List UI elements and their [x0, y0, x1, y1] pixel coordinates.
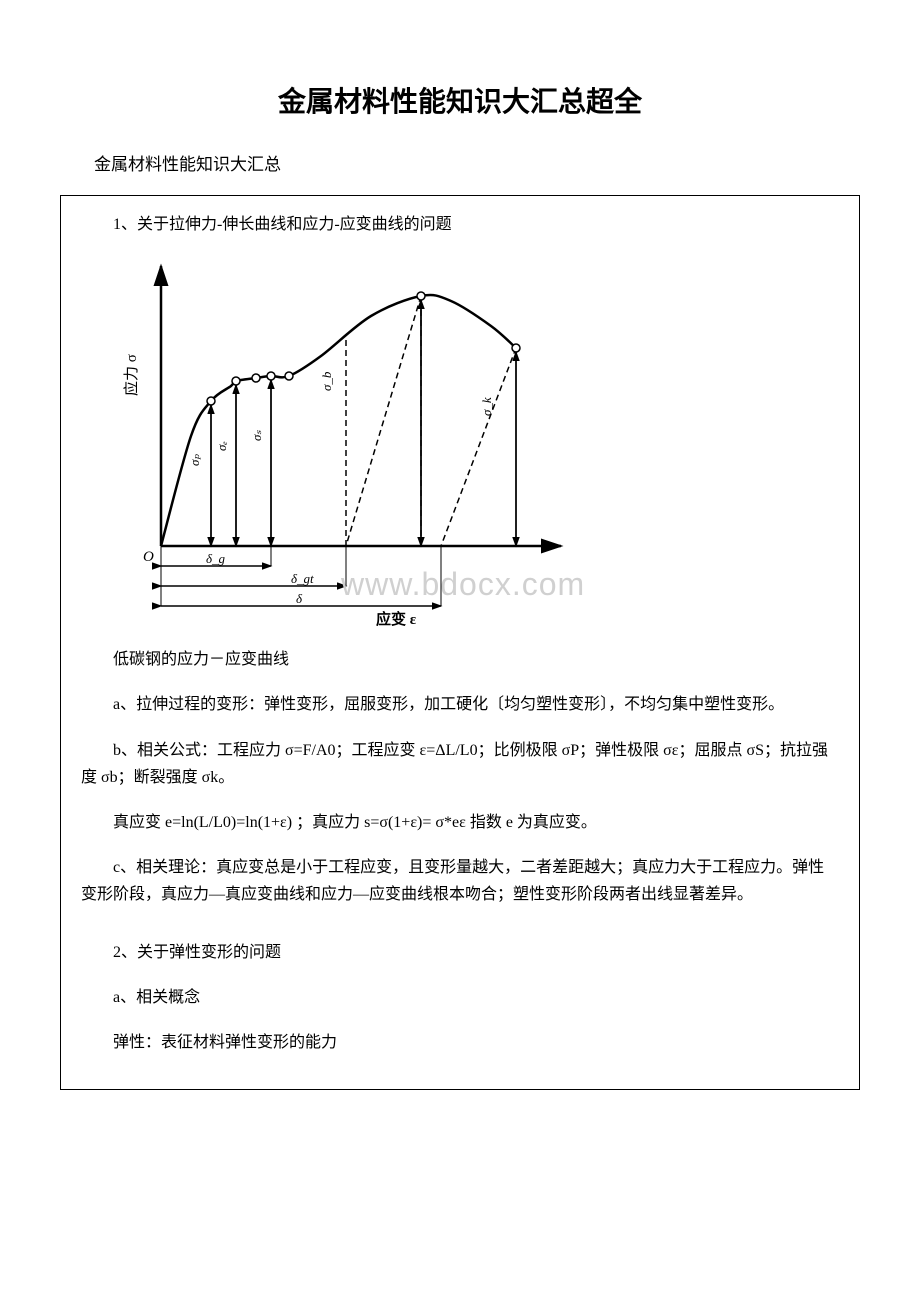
chart-caption: 低碳钢的应力－应变曲线 — [81, 646, 839, 673]
svg-text:σₚ: σₚ — [187, 454, 202, 466]
section1-para-a: a、拉伸过程的变形：弹性变形，屈服变形，加工硬化〔均匀塑性变形〕，不均匀集中塑性… — [81, 691, 839, 718]
stress-strain-chart: www.bdocx.com O应力 σ应变 εσₚσₑσₛσ_bσ_kδ_gδ_… — [121, 256, 571, 626]
svg-text:δ_gt: δ_gt — [291, 571, 314, 586]
svg-text:σₑ: σₑ — [214, 441, 229, 451]
svg-text:δ: δ — [296, 591, 303, 606]
section2-para-a: a、相关概念 — [81, 984, 839, 1011]
section2-para-elastic: 弹性：表征材料弹性变形的能力 — [81, 1029, 839, 1056]
watermark-text: www.bdocx.com — [341, 566, 585, 603]
svg-text:应变 ε: 应变 ε — [376, 610, 417, 626]
section2-heading: 2、关于弹性变形的问题 — [81, 939, 839, 966]
svg-text:σ_k: σ_k — [479, 397, 494, 416]
svg-text:σ_b: σ_b — [319, 371, 334, 391]
section1-heading: 1、关于拉伸力-伸长曲线和应力-应变曲线的问题 — [81, 211, 839, 238]
content-box: 1、关于拉伸力-伸长曲线和应力-应变曲线的问题 www.bdocx.com O 应… — [60, 195, 860, 1090]
section1-para-b: b、相关公式：工程应力 σ=F/A0；工程应变 ε=ΔL/L0；比例极限 σP；… — [81, 737, 839, 791]
page-title: 金属材料性能知识大汇总超全 — [60, 80, 860, 120]
section1-para-c: c、相关理论：真应变总是小于工程应变，且变形量越大，二者差距越大；真应力大于工程… — [81, 854, 839, 908]
svg-text:δ_g: δ_g — [206, 551, 226, 566]
svg-text:应力 σ: 应力 σ — [122, 354, 140, 396]
page-subtitle: 金属材料性能知识大汇总 — [60, 150, 860, 175]
svg-text:σₛ: σₛ — [249, 430, 264, 441]
section1-para-true: 真应变 e=ln(L/L0)=ln(1+ε) ；真应力 s=σ(1+ε)= σ*… — [81, 809, 839, 836]
svg-text:O: O — [143, 549, 154, 565]
